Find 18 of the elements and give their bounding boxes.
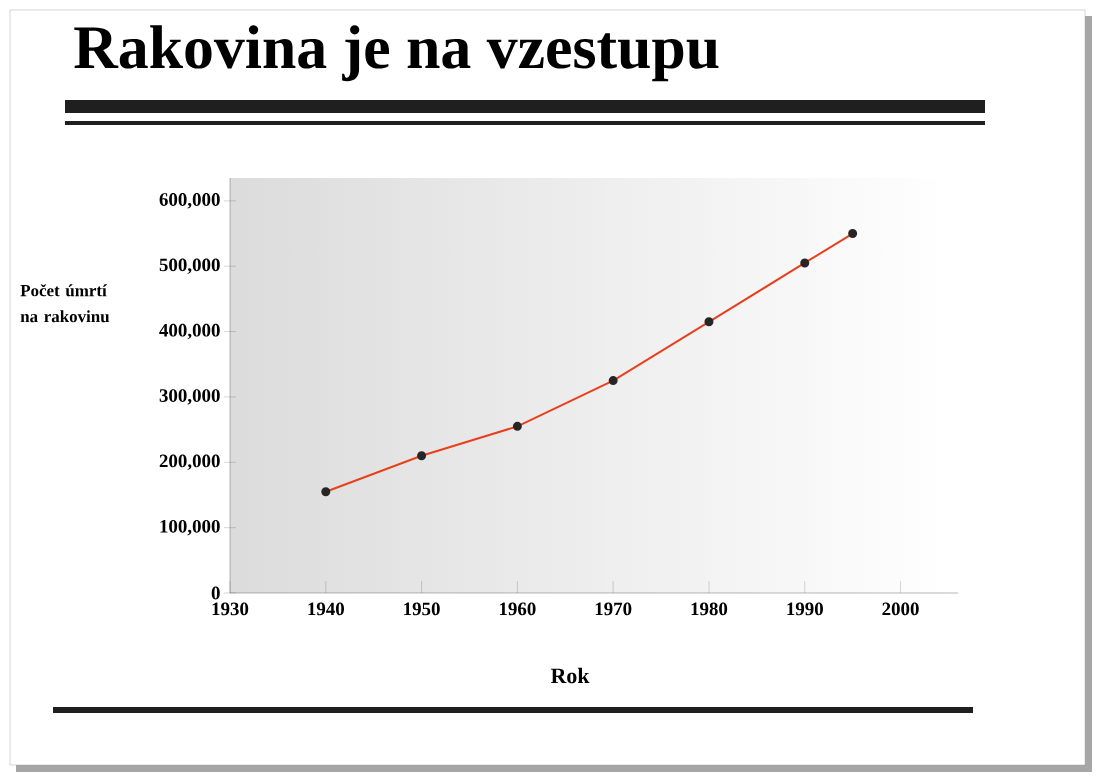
x-tick-label: 1980: [691, 602, 728, 616]
x-tick-label: 1940: [308, 602, 344, 616]
y-tick-label: 400,000: [159, 323, 220, 340]
chart-title: Rakovina je na vzestupu: [74, 25, 719, 82]
y-tick-label: 200,000: [159, 454, 220, 471]
x-tick-label: 1950: [404, 602, 440, 616]
x-tick-label: 1930: [212, 602, 249, 616]
x-tick-label: 1960: [499, 602, 536, 616]
y-tick-label: 500,000: [159, 258, 220, 274]
y-tick-label: 600,000: [159, 193, 220, 209]
x-tick-label: 1970: [595, 602, 632, 616]
y-axis-title: Počet úmrtí na rakovinu: [20, 284, 110, 323]
y-tick-label: 100,000: [160, 519, 220, 536]
y-tick-label: 0: [211, 586, 220, 600]
y-tick-label: 300,000: [159, 389, 220, 405]
x-tick-label: 2000: [882, 602, 919, 616]
x-tick-label: 1990: [787, 602, 823, 616]
x-axis-title: Rok: [550, 667, 590, 684]
